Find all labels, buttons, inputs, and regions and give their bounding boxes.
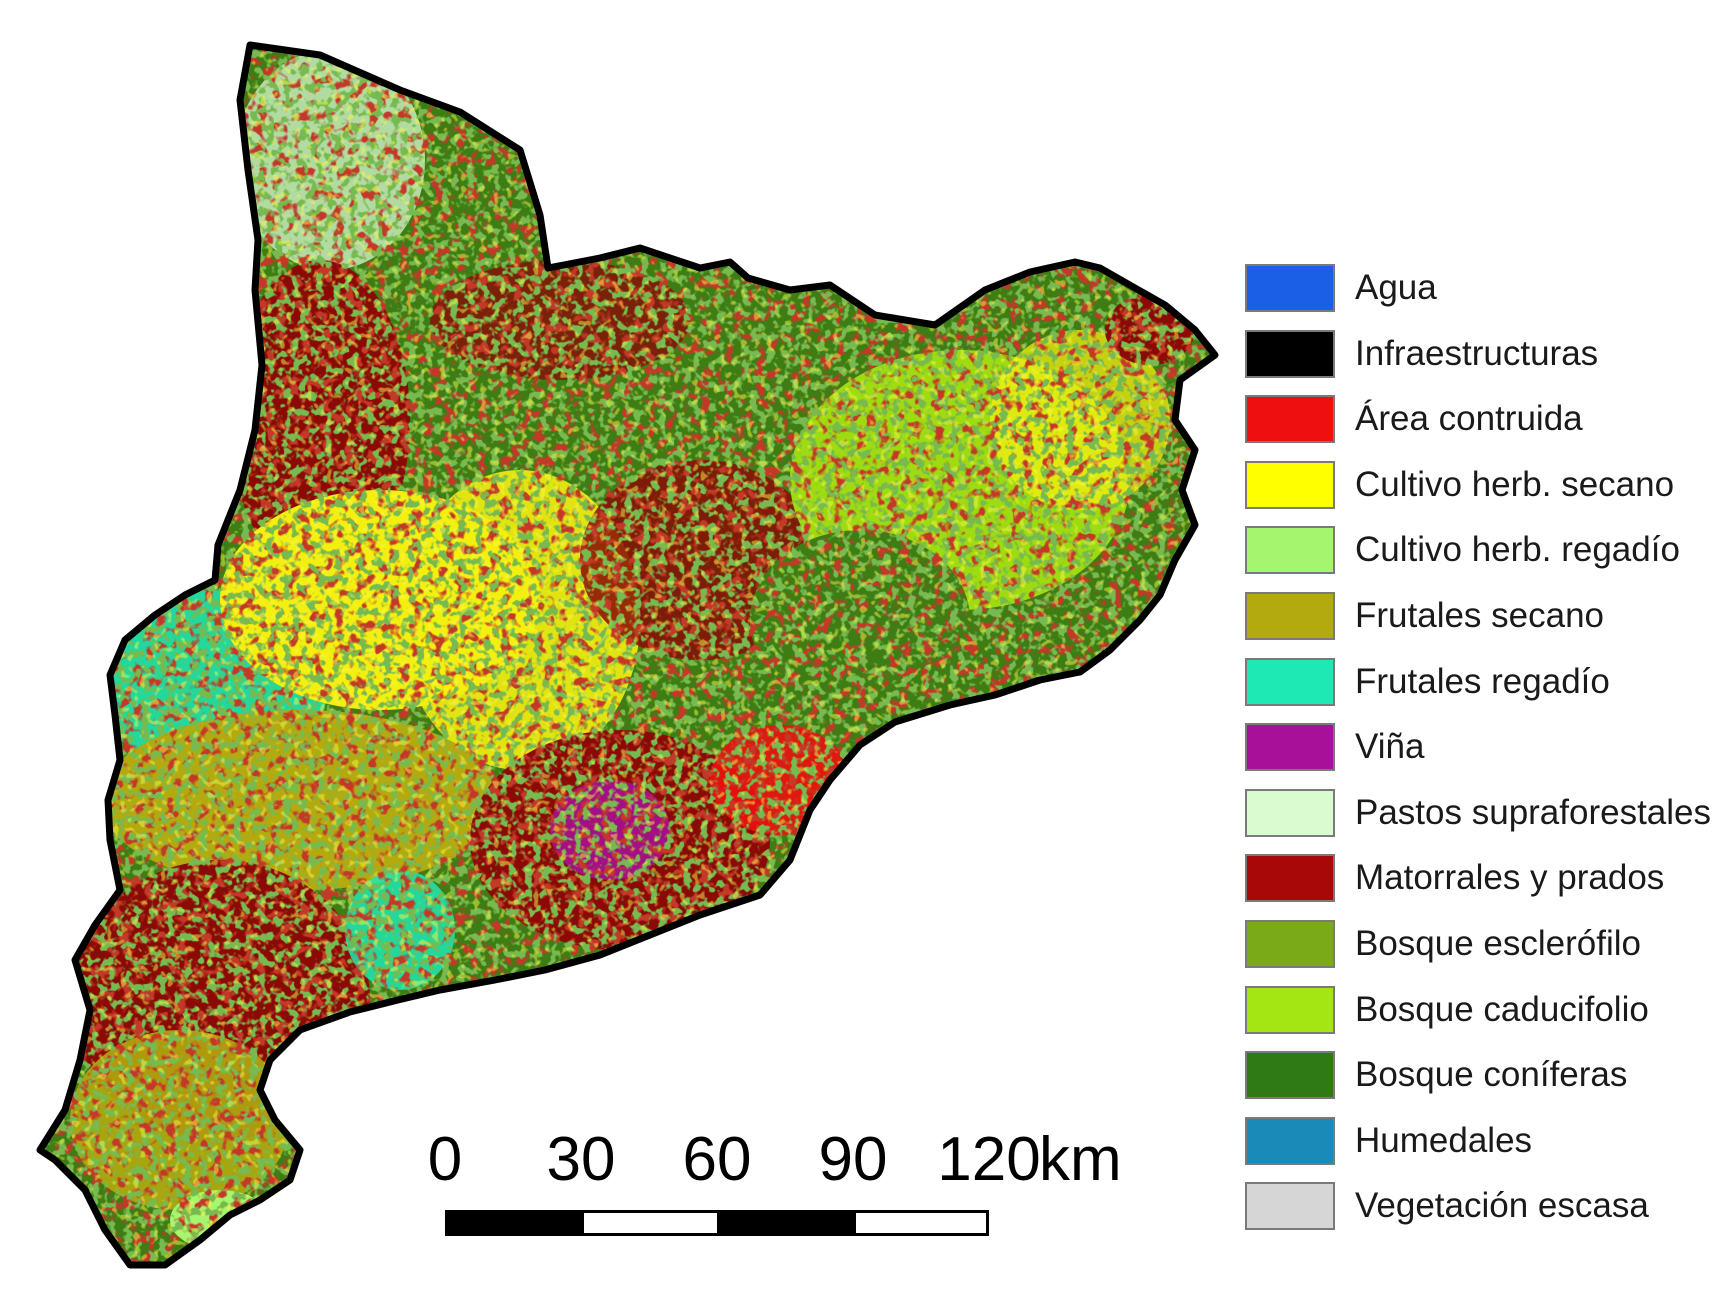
scale-bar-segment (445, 1210, 584, 1236)
legend-label: Cultivo herb. regadío (1355, 530, 1680, 570)
legend-item: Pastos supraforestales (1245, 788, 1711, 855)
scale-unit-label: km (1039, 1125, 1122, 1194)
legend-item: Viña (1245, 723, 1705, 789)
legend-item: Cultivo herb. regadío (1245, 526, 1705, 592)
legend-label: Frutales regadío (1355, 661, 1610, 701)
legend-label: Humedales (1355, 1120, 1533, 1160)
legend-swatch (1245, 1182, 1335, 1231)
legend-item: Vegetación escasa (1245, 1182, 1705, 1248)
legend-label: Bosque coníferas (1355, 1055, 1628, 1095)
legend-label: Pastos supraforestales (1355, 792, 1712, 832)
legend-swatch (1245, 329, 1335, 378)
legend-label: Infraestructuras (1355, 333, 1599, 373)
legend: Agua Infraestructuras Área contruida Cultiv… (1245, 264, 1711, 1248)
legend-swatch (1245, 591, 1335, 640)
legend-swatch (1245, 1116, 1335, 1165)
legend-swatch (1245, 395, 1335, 444)
legend-label: Cultivo herb. secano (1355, 464, 1675, 504)
legend-label: Frutales secano (1355, 595, 1605, 635)
scale-bar-segment (717, 1210, 856, 1236)
scale-tick-label: 90 (818, 1125, 888, 1194)
legend-swatch (1245, 919, 1335, 968)
legend-item: Bosque caducifolio (1245, 985, 1705, 1052)
scale-tick-label: 120 (937, 1125, 1041, 1194)
legend-item: Agua (1245, 264, 1705, 330)
scale-tick-label: 0 (427, 1125, 463, 1194)
legend-swatch (1245, 723, 1335, 772)
legend-label: Bosque esclerófilo (1355, 923, 1641, 963)
scale-tick-label: 60 (682, 1125, 752, 1194)
legend-swatch (1245, 1051, 1335, 1100)
scale-tick-label: 30 (546, 1125, 616, 1194)
legend-item: Cultivo herb. secano (1245, 460, 1705, 527)
legend-label: Matorrales y prados (1355, 858, 1665, 898)
legend-swatch (1245, 854, 1335, 903)
legend-label: Área contruida (1355, 399, 1583, 439)
legend-label: Bosque caducifolio (1355, 989, 1649, 1029)
legend-swatch (1245, 460, 1335, 509)
legend-label: Agua (1355, 268, 1437, 307)
legend-label: Vegetación escasa (1355, 1186, 1649, 1226)
legend-item: Infraestructuras (1245, 329, 1705, 396)
legend-item: Bosque coníferas (1245, 1051, 1705, 1117)
scale-bar-segment (581, 1210, 720, 1236)
legend-item: Bosque esclerófilo (1245, 919, 1705, 986)
legend-swatch (1245, 985, 1335, 1034)
legend-swatch (1245, 657, 1335, 706)
legend-swatch (1245, 526, 1335, 575)
legend-label: Viña (1355, 727, 1425, 767)
legend-item: Frutales regadío (1245, 657, 1705, 724)
legend-item: Matorrales y prados (1245, 854, 1705, 920)
legend-swatch (1245, 788, 1335, 837)
legend-item: Área contruida (1245, 395, 1705, 461)
legend-item: Frutales secano (1245, 591, 1705, 658)
scale-bar-segment (853, 1210, 989, 1236)
scale-bar: 0 30 60 90 120 km (428, 1125, 1145, 1245)
legend-item: Humedales (1245, 1116, 1705, 1183)
legend-swatch (1245, 264, 1335, 312)
